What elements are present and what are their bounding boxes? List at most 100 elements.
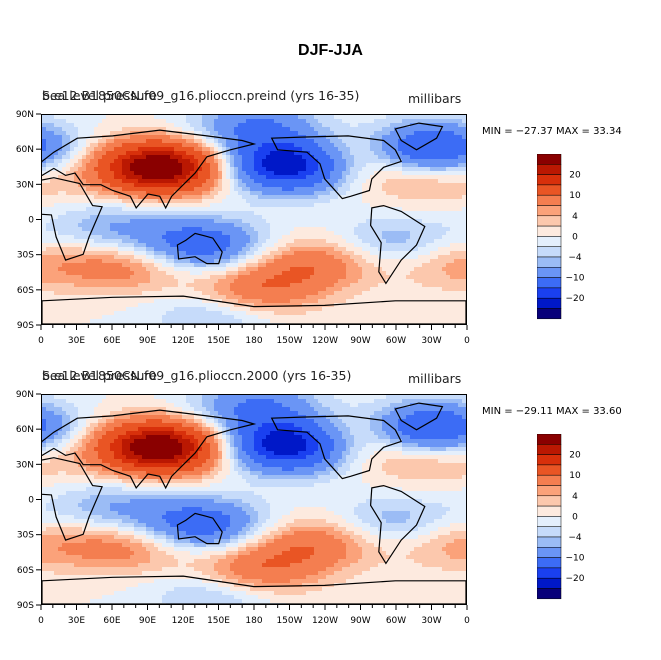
contour-cell xyxy=(446,167,451,172)
contour-cell xyxy=(54,135,59,140)
contour-cell xyxy=(334,131,339,136)
contour-cell xyxy=(238,123,243,128)
contour-cell xyxy=(242,275,247,280)
contour-cell xyxy=(74,243,79,248)
contour-cell xyxy=(258,267,263,272)
contour-cell xyxy=(326,203,331,208)
contour-cell xyxy=(422,283,427,288)
contour-cell xyxy=(194,159,199,164)
contour-cell xyxy=(178,151,183,156)
contour-cell xyxy=(314,143,319,148)
contour-cell xyxy=(450,199,455,204)
contour-cell xyxy=(150,295,155,300)
contour-cell xyxy=(230,283,235,288)
contour-cell xyxy=(270,211,275,216)
contour-cell xyxy=(350,139,355,144)
contour-cell xyxy=(318,211,323,216)
contour-cell xyxy=(166,147,171,152)
contour-cell xyxy=(178,159,183,164)
contour-cell xyxy=(462,151,466,156)
contour-cell xyxy=(54,119,59,124)
contour-cell xyxy=(202,283,207,288)
contour-cell xyxy=(178,179,183,184)
contour-cell xyxy=(382,211,387,216)
contour-cell xyxy=(190,223,195,228)
contour-cell xyxy=(298,127,303,132)
contour-cell xyxy=(278,115,283,120)
max-label: MAX = xyxy=(556,126,594,137)
contour-cell xyxy=(302,131,307,136)
contour-cell xyxy=(150,183,155,188)
contour-cell xyxy=(66,295,71,300)
contour-cell xyxy=(414,179,419,184)
contour-cell xyxy=(398,119,403,124)
contour-cell xyxy=(362,183,367,188)
contour-cell xyxy=(322,187,327,192)
contour-cell xyxy=(74,155,79,160)
contour-cell xyxy=(266,267,271,272)
contour-cell xyxy=(86,203,91,208)
contour-cell xyxy=(422,151,427,156)
contour-cell xyxy=(442,211,447,216)
contour-cell xyxy=(414,227,419,232)
contour-cell xyxy=(194,279,199,284)
contour-cell xyxy=(366,167,371,172)
contour-cell xyxy=(418,259,423,264)
contour-cell xyxy=(290,243,295,248)
contour-cell xyxy=(318,239,323,244)
contour-cell xyxy=(126,255,131,260)
contour-cell xyxy=(378,267,383,272)
contour-cell xyxy=(222,171,227,176)
contour-cell xyxy=(186,167,191,172)
contour-cell xyxy=(206,275,211,280)
contour-cell xyxy=(214,263,219,268)
contour-cell xyxy=(114,123,119,128)
contour-cell xyxy=(326,147,331,152)
contour-cell xyxy=(330,119,335,124)
contour-cell xyxy=(138,219,143,224)
contour-cell xyxy=(138,195,143,200)
contour-cell xyxy=(250,235,255,240)
contour-cell xyxy=(362,139,367,144)
contour-cell xyxy=(154,147,159,152)
contour-cell xyxy=(398,267,403,272)
contour-cell xyxy=(182,223,187,228)
contour-cell xyxy=(430,223,435,228)
contour-cell xyxy=(90,199,95,204)
contour-cell xyxy=(430,259,435,264)
contour-cell xyxy=(166,179,171,184)
contour-cell xyxy=(254,147,259,152)
contour-cell xyxy=(366,203,371,208)
contour-cell xyxy=(62,127,67,132)
contour-cell xyxy=(414,271,419,276)
contour-cell xyxy=(402,127,407,132)
contour-cell xyxy=(434,219,439,224)
contour-cell xyxy=(250,263,255,268)
contour-cell xyxy=(110,299,115,304)
contour-cell xyxy=(278,219,283,224)
contour-cell xyxy=(42,227,47,232)
contour-cell xyxy=(298,183,303,188)
contour-cell xyxy=(402,227,407,232)
contour-cell xyxy=(394,235,399,240)
contour-cell xyxy=(298,151,303,156)
contour-cell xyxy=(406,207,411,212)
contour-cell xyxy=(138,263,143,268)
contour-cell xyxy=(366,159,371,164)
contour-cell xyxy=(166,223,171,228)
contour-cell xyxy=(310,239,315,244)
contour-cell xyxy=(106,255,111,260)
contour-cell xyxy=(198,203,203,208)
contour-cell xyxy=(202,143,207,148)
contour-cell xyxy=(238,263,243,268)
contour-cell xyxy=(446,263,451,268)
contour-cell xyxy=(454,199,459,204)
contour-cell xyxy=(354,155,359,160)
contour-cell xyxy=(330,147,335,152)
contour-cell xyxy=(230,291,235,296)
contour-cell xyxy=(410,283,415,288)
contour-cell xyxy=(398,147,403,152)
contour-cell xyxy=(454,287,459,292)
contour-cell xyxy=(390,283,395,288)
contour-cell xyxy=(78,147,83,152)
